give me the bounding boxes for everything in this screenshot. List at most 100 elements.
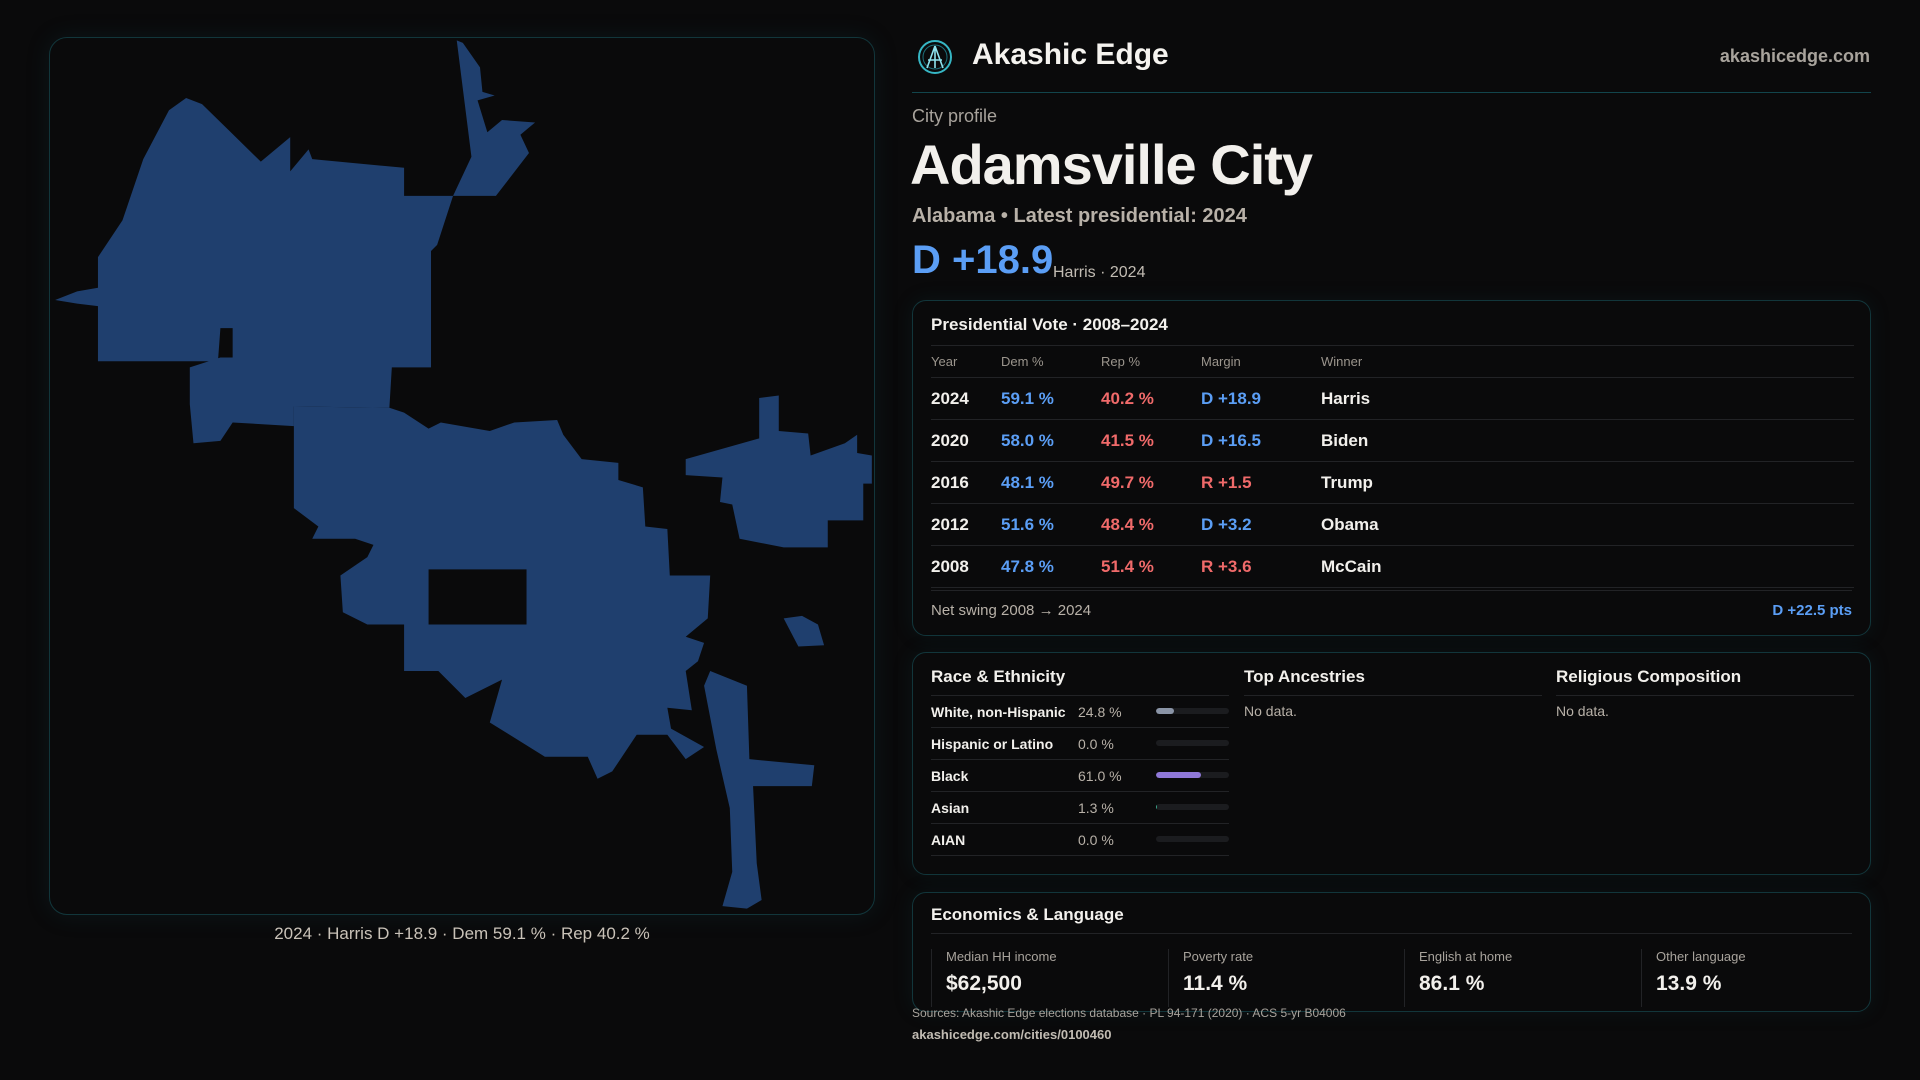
stat-label: Other language [1656, 949, 1746, 964]
cell-dem: 48.1 % [1001, 461, 1101, 504]
stat-value: 11.4 % [1183, 972, 1248, 995]
table-header-row: Year Dem % Rep % Margin Winner [931, 345, 1854, 378]
race-bar [1156, 836, 1229, 842]
cell-rep: 48.4 % [1101, 503, 1201, 546]
race-bar-fill [1156, 804, 1157, 810]
col-dem: Dem % [1001, 345, 1101, 378]
econ-title: Economics & Language [931, 905, 1124, 924]
table-row: 2016 48.1 % 49.7 % R +1.5 Trump [931, 461, 1854, 504]
race-percent: 0.0 % [1078, 832, 1114, 848]
stat-other-language: Other language 13.9 % [1641, 949, 1746, 1007]
cell-winner: Trump [1321, 461, 1854, 504]
akashic-edge-logo-icon [918, 40, 952, 74]
cell-rep: 51.4 % [1101, 545, 1201, 588]
vote-table: Year Dem % Rep % Margin Winner 2024 59.1 … [931, 345, 1854, 588]
col-year: Year [931, 345, 1001, 378]
cell-rep: 49.7 % [1101, 461, 1201, 504]
city-boundary-north-spike [453, 40, 536, 196]
religion-title: Religious Composition [1556, 667, 1742, 686]
site-link[interactable]: akashicedge.com [1719, 46, 1870, 66]
presidential-vote-card: Presidential Vote · 2008–2024 Year Dem %… [912, 300, 1871, 636]
race-row: Hispanic or Latino 0.0 % [931, 728, 1229, 760]
cell-margin: D +16.5 [1201, 419, 1321, 462]
cell-year: 2024 [931, 377, 1001, 420]
cell-rep: 40.2 % [1101, 377, 1201, 420]
race-label: White, non-Hispanic [931, 704, 1066, 720]
cell-margin: R +1.5 [1201, 461, 1321, 504]
race-percent: 1.3 % [1078, 800, 1114, 816]
headline-margin: D +18.9 [912, 238, 1054, 282]
sources-note: Sources: Akashic Edge elections database… [912, 1006, 1346, 1020]
stat-english-home: English at home 86.1 % [1404, 949, 1512, 1007]
stat-median-income: Median HH income $62,500 [931, 949, 1057, 1007]
stat-value: 13.9 % [1656, 972, 1722, 995]
race-row: Asian 1.3 % [931, 792, 1229, 824]
cell-winner: Biden [1321, 419, 1854, 462]
race-label: AIAN [931, 832, 966, 848]
stat-poverty-rate: Poverty rate 11.4 % [1168, 949, 1253, 1007]
cell-winner: Harris [1321, 377, 1854, 420]
cell-margin: R +3.6 [1201, 545, 1321, 588]
map-caption: 2024 · Harris D +18.9 · Dem 59.1 % · Rep… [274, 924, 650, 943]
cell-margin: D +3.2 [1201, 503, 1321, 546]
page-url[interactable]: akashicedge.com/cities/0100460 [912, 1027, 1112, 1042]
net-swing-label: Net swing 2008 → 2024 [931, 602, 1092, 619]
city-boundary-holes-mask [428, 569, 527, 625]
brand-name: Akashic Edge [972, 38, 1169, 71]
table-row: 2012 51.6 % 48.4 % D +3.2 Obama [931, 503, 1854, 546]
stat-label: Median HH income [946, 949, 1057, 964]
cell-rep: 41.5 % [1101, 419, 1201, 462]
race-percent: 24.8 % [1078, 704, 1122, 720]
race-label: Asian [931, 800, 970, 816]
col-margin: Margin [1201, 345, 1321, 378]
religion-empty: No data. [1556, 703, 1609, 719]
city-boundary-north-lobe [55, 97, 454, 444]
cell-year: 2008 [931, 545, 1001, 588]
cell-winner: Obama [1321, 503, 1854, 546]
race-bar [1156, 708, 1229, 714]
ancestries-divider [1244, 695, 1542, 696]
cell-dem: 58.0 % [1001, 419, 1101, 462]
city-boundary-east-fragment [783, 615, 825, 647]
cell-year: 2012 [931, 503, 1001, 546]
cell-dem: 59.1 % [1001, 377, 1101, 420]
ancestries-empty: No data. [1244, 703, 1297, 719]
table-row: 2020 58.0 % 41.5 % D +16.5 Biden [931, 419, 1854, 462]
race-row: White, non-Hispanic 24.8 % [931, 696, 1229, 728]
economics-card: Economics & Language Median HH income $62… [912, 892, 1871, 1012]
city-boundary-east-lobe [685, 395, 872, 548]
header-divider [912, 92, 1871, 93]
cell-dem: 51.6 % [1001, 503, 1101, 546]
race-bar [1156, 772, 1229, 778]
table-row: 2024 59.1 % 40.2 % D +18.9 Harris [931, 377, 1854, 420]
cell-dem: 47.8 % [1001, 545, 1101, 588]
net-swing-value: D +22.5 pts [1772, 602, 1852, 619]
page-title: Adamsville City [910, 133, 1313, 196]
race-bar [1156, 804, 1229, 810]
cell-year: 2020 [931, 419, 1001, 462]
race-bar-fill [1156, 772, 1201, 778]
vote-card-title: Presidential Vote · 2008–2024 [931, 315, 1168, 334]
headline-margin-detail: Harris · 2024 [1053, 264, 1146, 281]
city-boundary-south-strip [704, 671, 815, 909]
stat-value: $62,500 [946, 972, 1022, 995]
col-rep: Rep % [1101, 345, 1201, 378]
demographics-card: Race & Ethnicity White, non-Hispanic 24.8… [912, 652, 1871, 875]
race-bar-fill [1156, 708, 1175, 714]
race-percent: 0.0 % [1078, 736, 1114, 752]
race-row: AIAN 0.0 % [931, 824, 1229, 856]
cell-margin: D +18.9 [1201, 377, 1321, 420]
race-label: Black [931, 768, 969, 784]
religion-divider [1556, 695, 1854, 696]
cell-year: 2016 [931, 461, 1001, 504]
stat-value: 86.1 % [1419, 972, 1485, 995]
race-title: Race & Ethnicity [931, 667, 1066, 686]
cell-winner: McCain [1321, 545, 1854, 588]
stat-label: Poverty rate [1183, 949, 1254, 964]
race-divider [931, 695, 1229, 696]
race-label: Hispanic or Latino [931, 736, 1054, 752]
ancestries-title: Top Ancestries [1244, 667, 1365, 686]
econ-divider [931, 933, 1852, 934]
table-row: 2008 47.8 % 51.4 % R +3.6 McCain [931, 545, 1854, 588]
